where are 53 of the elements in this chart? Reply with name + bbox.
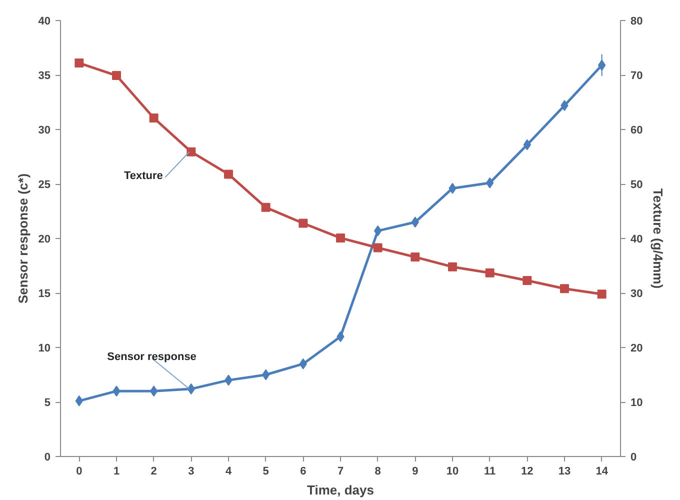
y2-tick-label: 60 bbox=[630, 124, 643, 136]
y2-tick-label: 70 bbox=[630, 70, 643, 82]
point bbox=[448, 262, 457, 272]
point bbox=[149, 114, 158, 123]
x-tick-label: 11 bbox=[484, 466, 496, 478]
y2-tick-label: 80 bbox=[630, 16, 643, 28]
x-tick-label: 2 bbox=[150, 466, 157, 478]
x-tick-label: 7 bbox=[337, 466, 344, 478]
point bbox=[224, 170, 233, 179]
point bbox=[485, 268, 494, 278]
y2-tick-label: 30 bbox=[630, 288, 643, 300]
x-tick-label: 0 bbox=[76, 466, 82, 478]
x-axis-title: Time, days bbox=[307, 482, 374, 498]
point bbox=[410, 252, 420, 262]
y-axis-title: Sensor response (c*) bbox=[15, 173, 30, 304]
series-label: Sensor response bbox=[107, 350, 196, 363]
point bbox=[112, 71, 121, 80]
point bbox=[298, 218, 308, 228]
x-tick-label: 4 bbox=[225, 466, 232, 478]
x-tick-label: 8 bbox=[374, 466, 381, 478]
x-tick-label: 12 bbox=[521, 466, 534, 478]
x-tick-label: 14 bbox=[596, 466, 609, 478]
x-tick-label: 6 bbox=[300, 466, 306, 478]
x-tick-label: 3 bbox=[188, 466, 194, 478]
y2-tick-label: 50 bbox=[630, 179, 643, 191]
x-tick-label: 13 bbox=[558, 466, 571, 478]
y2-tick-label: 40 bbox=[630, 234, 643, 246]
point bbox=[186, 147, 196, 156]
y-tick-label: 5 bbox=[44, 397, 51, 409]
x-tick-label: 5 bbox=[262, 466, 269, 478]
x-tick-label: 9 bbox=[412, 466, 418, 478]
text: Texture bbox=[124, 170, 163, 182]
point bbox=[522, 276, 532, 285]
point bbox=[74, 58, 84, 68]
x-tick-label: 1 bbox=[113, 466, 120, 478]
point bbox=[560, 284, 569, 294]
y-tick-label: 25 bbox=[38, 179, 51, 191]
y2-tick-label: 20 bbox=[630, 342, 643, 354]
point bbox=[597, 290, 606, 299]
y-tick-label: 0 bbox=[44, 452, 51, 464]
point bbox=[261, 202, 270, 212]
y-tick-label: 30 bbox=[38, 124, 51, 136]
y-tick-label: 35 bbox=[38, 70, 51, 82]
y2-tick-label: 10 bbox=[630, 397, 643, 409]
point bbox=[336, 233, 345, 242]
y-tick-label: 15 bbox=[38, 288, 51, 300]
point bbox=[373, 243, 382, 252]
y-tick-label: 20 bbox=[38, 234, 51, 246]
x-tick-label: 10 bbox=[446, 466, 459, 478]
y2-tick-label: 0 bbox=[630, 452, 637, 464]
y-tick-label: 40 bbox=[38, 16, 51, 28]
y2-axis-title: Texture (g/4mm) bbox=[650, 188, 666, 289]
y-tick-label: 10 bbox=[38, 342, 51, 354]
